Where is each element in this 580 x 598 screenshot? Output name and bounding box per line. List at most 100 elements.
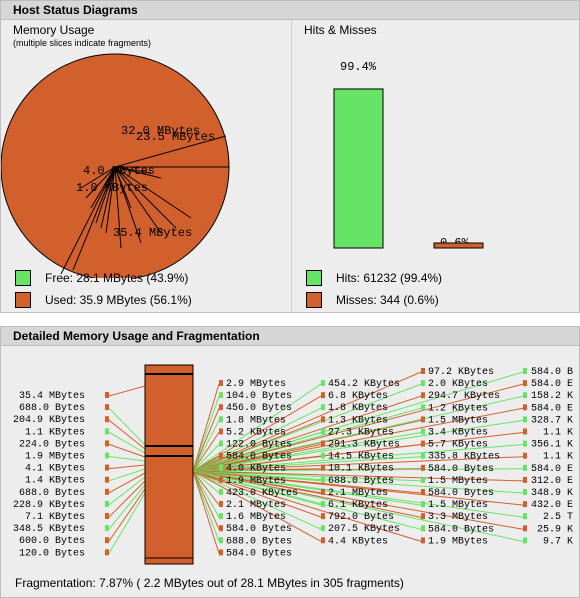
frag-col2-marker bbox=[219, 392, 223, 399]
frag-col2-link bbox=[192, 432, 220, 472]
hits-pct-label: 99.4% bbox=[340, 60, 377, 74]
frag-col3-marker bbox=[321, 476, 325, 483]
frag-col4-label: 584.0 Bytes bbox=[428, 488, 494, 499]
frag-col2-label: 423.0 KBytes bbox=[226, 488, 298, 499]
memory-usage-section: Memory Usage (multiple slices indicate f… bbox=[1, 20, 291, 313]
frag-col5-unit: K bbox=[567, 488, 573, 499]
frag-col1-link bbox=[108, 407, 146, 446]
frag-col3-label: 10.1 KBytes bbox=[328, 464, 394, 475]
frag-col3-link bbox=[192, 395, 322, 472]
frag-col2-marker bbox=[219, 537, 223, 544]
frag-col3-label: 207.5 KBytes bbox=[328, 524, 400, 535]
frag-col2-marker bbox=[219, 488, 223, 495]
frag-col4-label: 2.0 KBytes bbox=[428, 379, 488, 390]
frag-col5-label: 25.9 bbox=[537, 524, 561, 535]
frag-col1-marker bbox=[105, 537, 109, 544]
frag-col1-label: 35.4 MBytes bbox=[19, 391, 85, 402]
pie-fragment-lines bbox=[60, 135, 229, 275]
frag-col3-marker bbox=[321, 404, 325, 411]
misses-label: Misses: 344 (0.6%) bbox=[336, 293, 439, 307]
frag-col1-marker bbox=[105, 440, 109, 447]
frag-col5-unit: E bbox=[567, 476, 573, 487]
legend-free: Free: 28.1 MBytes (43.9%) bbox=[15, 270, 188, 286]
frag-col4-marker bbox=[421, 501, 425, 508]
free-label: Free: 28.1 MBytes (43.9%) bbox=[45, 271, 189, 285]
frag-col4-link bbox=[192, 371, 422, 472]
frag-col1-link bbox=[108, 472, 146, 494]
free-swatch bbox=[15, 270, 31, 286]
frag-col5-unit: K bbox=[567, 391, 573, 402]
memory-usage-title: Memory Usage bbox=[13, 23, 95, 37]
frag-col5-unit: E bbox=[567, 403, 573, 414]
frag-col3-marker bbox=[321, 428, 325, 435]
frag-col4-marker bbox=[421, 440, 425, 447]
memory-usage-note: (multiple slices indicate fragments) bbox=[13, 38, 152, 48]
frag-col5-marker bbox=[523, 416, 527, 423]
frag-col2-marker bbox=[219, 476, 223, 483]
frag-col2-label: 688.0 Bytes bbox=[226, 536, 292, 547]
frag-col1-link bbox=[108, 468, 146, 482]
frag-col5-unit: E bbox=[567, 464, 573, 475]
frag-col1-label: 1.1 KBytes bbox=[25, 427, 85, 438]
frag-col5-link bbox=[192, 456, 524, 472]
frag-col1-link bbox=[108, 431, 146, 454]
frag-col2-link bbox=[192, 470, 220, 542]
frag-col2-label: 2.9 MBytes bbox=[226, 379, 286, 390]
frag-col5-label: 158.2 bbox=[531, 391, 561, 402]
frag-col1-link bbox=[108, 476, 146, 506]
frag-col4-label: 1.5 MBytes bbox=[428, 500, 488, 511]
frag-col2-marker bbox=[219, 501, 223, 507]
frag-col1-marker bbox=[105, 549, 109, 556]
frag-col3-link bbox=[192, 470, 322, 518]
frag-col4-link bbox=[192, 383, 422, 472]
frag-col1-label: 224.0 Bytes bbox=[19, 439, 85, 450]
frag-col3-marker bbox=[321, 392, 325, 399]
frag-col4-marker bbox=[421, 513, 425, 520]
frag-col3-label: 688.0 Bytes bbox=[328, 476, 394, 487]
frag-col4-label: 3.3 MBytes bbox=[428, 512, 488, 523]
frag-col1-link bbox=[108, 385, 146, 397]
frag-col1-marker bbox=[105, 464, 109, 471]
frag-col1-marker bbox=[105, 416, 109, 423]
frag-col5-marker bbox=[523, 392, 527, 399]
frag-col3-label: 4.4 KBytes bbox=[328, 536, 388, 547]
frag-col5-link bbox=[192, 444, 524, 472]
frag-col5-marker bbox=[523, 428, 527, 435]
frag-col2-link bbox=[192, 395, 220, 472]
memory-pie-chart: 32.0 MBytes 23.5 MBytes 4.0 MBytes 1.0 M… bbox=[1, 53, 230, 278]
pie-label-3: 4.0 MBytes bbox=[83, 164, 155, 178]
frag-col2-label: 122.0 Bytes bbox=[226, 440, 292, 451]
frag-col5-link bbox=[192, 395, 524, 472]
frag-col4-marker bbox=[421, 416, 425, 423]
frag-col4-marker bbox=[421, 452, 425, 459]
frag-col5-unit: K bbox=[567, 452, 573, 463]
frag-col5-label: 9.7 bbox=[543, 536, 561, 547]
frag-col4-link bbox=[192, 432, 422, 472]
frag-col4-marker bbox=[421, 428, 425, 435]
frag-col2-link bbox=[192, 408, 220, 472]
frag-col5-marker bbox=[523, 489, 527, 495]
pie-label-4: 1.0 MBytes bbox=[76, 181, 148, 195]
frag-col3-label: 291.3 KBytes bbox=[328, 440, 400, 451]
frag-col1-label: 4.1 KBytes bbox=[25, 464, 85, 475]
frag-col5-unit: K bbox=[567, 428, 573, 439]
frag-col5-label: 584.0 bbox=[531, 403, 561, 414]
frag-col3-label: 6.1 KBytes bbox=[328, 500, 388, 511]
frag-col5-unit: T bbox=[567, 512, 573, 523]
frag-col1-marker bbox=[105, 392, 109, 398]
frag-col3-label: 1.3 KBytes bbox=[328, 415, 388, 426]
frag-col2-label: 584.0 Bytes bbox=[226, 548, 292, 559]
frag-col2-marker bbox=[219, 464, 223, 471]
frag-col5-label: 1.1 bbox=[543, 428, 561, 439]
legend-hits: Hits: 61232 (99.4%) bbox=[306, 270, 442, 286]
frag-col2-marker bbox=[219, 513, 223, 520]
frag-col2-label: 456.0 Bytes bbox=[226, 403, 292, 414]
hits-misses-title: Hits & Misses bbox=[304, 23, 377, 37]
frag-col5-link bbox=[192, 470, 524, 518]
frag-col1-marker bbox=[105, 404, 109, 411]
frag-col5-link bbox=[192, 470, 524, 482]
frag-col1-label: 204.9 KBytes bbox=[13, 415, 85, 426]
frag-col1-label: 120.0 Bytes bbox=[19, 548, 85, 559]
used-swatch bbox=[15, 292, 31, 308]
misses-swatch bbox=[306, 292, 322, 308]
